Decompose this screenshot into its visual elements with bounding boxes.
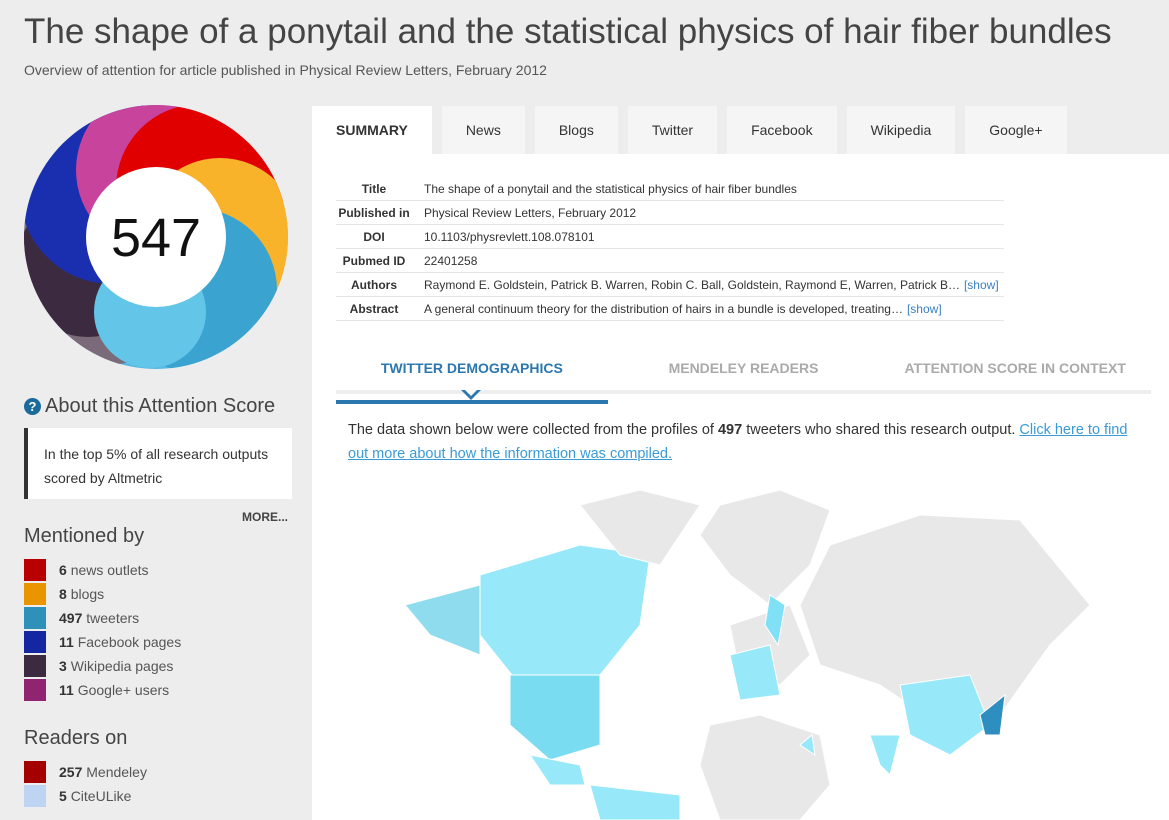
row-label: DOI [336, 224, 424, 249]
row-label: Pubmed ID [336, 248, 424, 273]
row-text: The shape of a ponytail and the statisti… [424, 181, 797, 196]
tab[interactable]: Twitter [627, 106, 718, 154]
attention-score: 547 [111, 208, 201, 268]
row-label: Authors [336, 272, 424, 297]
subtab[interactable]: ATTENTION SCORE IN CONTEXT [904, 360, 1126, 376]
world-map [404, 489, 1091, 820]
tab[interactable]: News [441, 106, 525, 154]
summary-row: Pubmed ID 22401258 [336, 248, 1004, 273]
more-link[interactable]: MORE... [241, 510, 288, 524]
help-icon: ? [24, 398, 41, 415]
legend-count: 8 [59, 586, 67, 602]
tab[interactable]: SUMMARY [312, 106, 432, 154]
readers-heading: Readers on [24, 727, 128, 749]
legend-count: 3 [59, 658, 67, 674]
legend-label: Google+ users [77, 682, 170, 698]
subtab-bar: TWITTER DEMOGRAPHICS MENDELEY READERS ATTE… [336, 356, 1151, 404]
row-text: A general continuum theory for the distr… [424, 301, 903, 316]
row-value: The shape of a ponytail and the statisti… [424, 177, 1004, 201]
row-text: 22401258 [424, 253, 478, 268]
attention-badge: 547 [24, 105, 288, 369]
legend-count: 5 [59, 788, 67, 804]
show-link[interactable]: [show] [906, 301, 942, 316]
row-value: Physical Review Letters, February 2012 [424, 200, 1004, 225]
tab[interactable]: Wikipedia [846, 106, 956, 154]
legend-item[interactable]: 257 Mendeley [24, 761, 147, 783]
legend-item[interactable]: 8 blogs [24, 583, 104, 605]
row-label: Abstract [336, 296, 424, 321]
legend-item[interactable]: 3 Wikipedia pages [24, 655, 173, 677]
row-text: 10.1103/physrevlett.108.078101 [424, 229, 595, 244]
about-heading-text: About this Attention Score [45, 395, 276, 417]
legend-swatch [24, 679, 46, 701]
demographics-text: The data shown below were collected from… [348, 418, 1148, 466]
legend-swatch [24, 631, 46, 653]
legend-label: CiteULike [70, 788, 132, 804]
legend-count: 257 [59, 764, 83, 780]
about-text: In the top 5% of all research outputs sc… [24, 428, 292, 499]
demo-before: The data shown below were collected from… [348, 422, 714, 438]
summary-row: Authors Raymond E. Goldstein, Patrick B. … [336, 272, 1004, 297]
legend-count: 11 [59, 682, 74, 698]
subtab[interactable]: TWITTER DEMOGRAPHICS [336, 356, 608, 404]
subtab-pointer [461, 390, 481, 400]
legend-count: 497 [59, 610, 83, 626]
summary-row: Abstract A general continuum theory for t… [336, 296, 1004, 321]
legend-swatch [24, 559, 46, 581]
legend-label: Wikipedia pages [70, 658, 174, 674]
legend-label: blogs [70, 586, 105, 602]
demo-count: 497 [717, 422, 743, 438]
row-value: 10.1103/physrevlett.108.078101 [424, 224, 1004, 249]
legend-count: 6 [59, 562, 67, 578]
legend-item[interactable]: 11 Facebook pages [24, 631, 181, 653]
about-heading[interactable]: ? About this Attention Score [24, 395, 275, 418]
summary-table: Title The shape of a ponytail and the sta… [336, 177, 1004, 321]
legend-item[interactable]: 6 news outlets [24, 559, 149, 581]
mentioned-by-heading: Mentioned by [24, 525, 145, 547]
tab[interactable]: Google+ [965, 106, 1067, 154]
tab[interactable]: Facebook [727, 106, 837, 154]
article-subtitle: Overview of attention for article publis… [24, 62, 547, 78]
legend-item[interactable]: 11 Google+ users [24, 679, 169, 701]
legend-label: Facebook pages [77, 634, 182, 650]
legend-swatch [24, 583, 46, 605]
demo-link[interactable]: Click here to find out more about how th… [348, 422, 1128, 462]
legend-item[interactable]: 5 CiteULike [24, 785, 131, 807]
legend-swatch [24, 607, 46, 629]
subtab[interactable]: MENDELEY READERS [668, 360, 819, 376]
row-label: Published in [336, 200, 424, 225]
row-text: Raymond E. Goldstein, Patrick B. Warren,… [424, 277, 960, 292]
tab[interactable]: Blogs [534, 106, 618, 154]
summary-row: DOI 10.1103/physrevlett.108.078101 [336, 224, 1004, 249]
legend-swatch [24, 761, 46, 783]
legend-label: tweeters [86, 610, 140, 626]
demo-after: tweeters who shared this research output… [746, 422, 1016, 438]
tab-bar: SUMMARY News Blogs Twitter Facebook Wikipedia… [312, 106, 1067, 154]
row-value: Raymond E. Goldstein, Patrick B. Warren,… [424, 272, 1004, 297]
legend-label: news outlets [70, 562, 149, 578]
legend-count: 11 [59, 634, 74, 650]
show-link[interactable]: [show] [963, 277, 999, 292]
row-text: Physical Review Letters, February 2012 [424, 205, 637, 220]
row-label: Title [336, 177, 424, 201]
legend-label: Mendeley [86, 764, 147, 780]
summary-row: Published in Physical Review Letters, Feb… [336, 200, 1004, 225]
legend-swatch [24, 785, 46, 807]
legend-item[interactable]: 497 tweeters [24, 607, 139, 629]
row-value: A general continuum theory for the distr… [424, 296, 1004, 321]
legend-swatch [24, 655, 46, 677]
summary-row: Title The shape of a ponytail and the sta… [336, 177, 1004, 201]
row-value: 22401258 [424, 248, 1004, 273]
article-title: The shape of a ponytail and the statisti… [24, 12, 1112, 51]
